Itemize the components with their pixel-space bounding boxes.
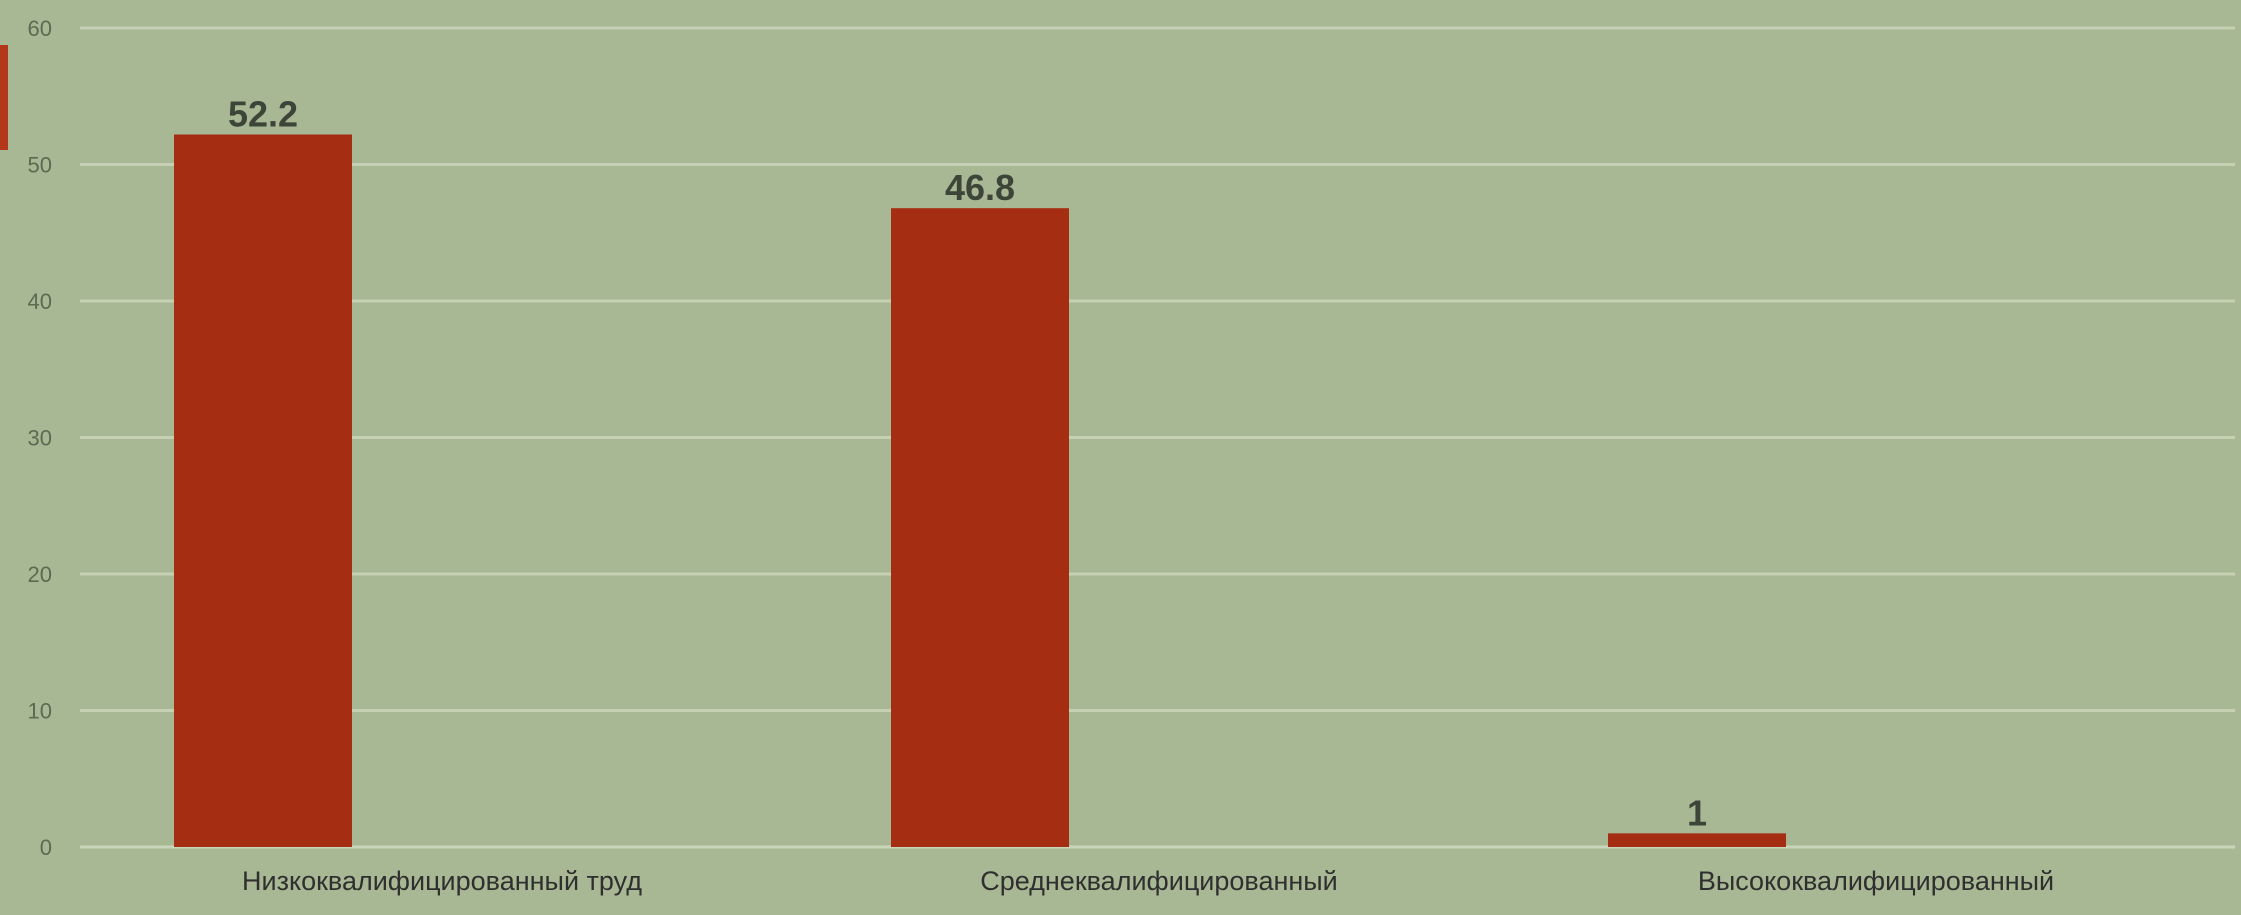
category-label-3: Высококвалифицированный	[1698, 866, 2054, 896]
category-label-1: Низкоквалифицированный труд	[242, 866, 642, 896]
gridlines	[80, 26, 2235, 849]
x-axis-categories: Низкоквалифицированный труд Среднеквалифи…	[242, 866, 2054, 896]
data-label-1: 52.2	[228, 93, 298, 134]
bar-3	[1608, 833, 1786, 847]
data-label-2: 46.8	[945, 167, 1015, 208]
bar-1	[174, 134, 352, 848]
data-label-3: 1	[1687, 792, 1707, 833]
bar-2	[891, 208, 1069, 847]
y-tick-label: 40	[28, 289, 52, 314]
y-tick-label: 0	[40, 835, 52, 860]
y-tick-label: 20	[28, 562, 52, 587]
y-tick-label: 10	[28, 699, 52, 724]
y-axis-ticks: 0 10 20 30 40 50 60	[28, 16, 52, 860]
category-label-2: Среднеквалифицированный	[980, 866, 1338, 896]
data-labels: 52.2 46.8 1	[228, 93, 1707, 833]
left-accent-strip	[0, 45, 8, 150]
y-tick-label: 50	[28, 153, 52, 178]
y-tick-label: 60	[28, 16, 52, 41]
bars	[174, 134, 1786, 848]
y-tick-label: 30	[28, 426, 52, 451]
